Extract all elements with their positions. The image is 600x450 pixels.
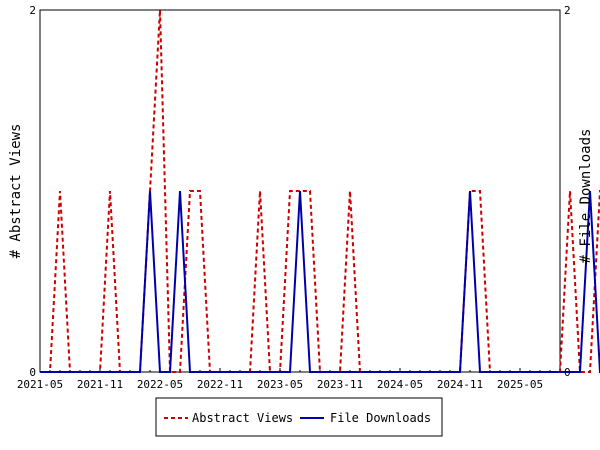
x-tick-label: 2022-05	[137, 378, 183, 391]
legend-label-abstract-views: Abstract Views	[192, 411, 293, 425]
x-tick-label: 2025-05	[497, 378, 543, 391]
x-tick-labels: 2021-05 2021-11 2022-05 2022-11 2023-05 2023-…	[17, 378, 543, 391]
y-axis-title-right: # File Downloads	[578, 129, 594, 264]
x-tick-label: 2023-05	[257, 378, 303, 391]
x-tick-label: 2021-05	[17, 378, 63, 391]
y-tick-left-2: 2	[29, 4, 36, 17]
y-tick-right-2: 2	[564, 4, 571, 17]
x-tick-label: 2021-11	[77, 378, 123, 391]
x-tick-label: 2024-05	[377, 378, 423, 391]
series-line-file-downloads	[40, 190, 600, 373]
legend-label-file-downloads: File Downloads	[330, 411, 431, 425]
y-axis-title-left: # Abstract Views	[8, 124, 24, 259]
legend: Abstract Views File Downloads	[155, 397, 443, 437]
x-tick-label: 2024-11	[437, 378, 483, 391]
x-tick-label: 2022-11	[197, 378, 243, 391]
x-tick-label: 2023-11	[317, 378, 363, 391]
y-tick-right-0: 0	[564, 366, 571, 379]
legend-box	[155, 397, 443, 437]
y-tick-left-0: 0	[29, 366, 36, 379]
series-layer	[40, 9, 600, 373]
